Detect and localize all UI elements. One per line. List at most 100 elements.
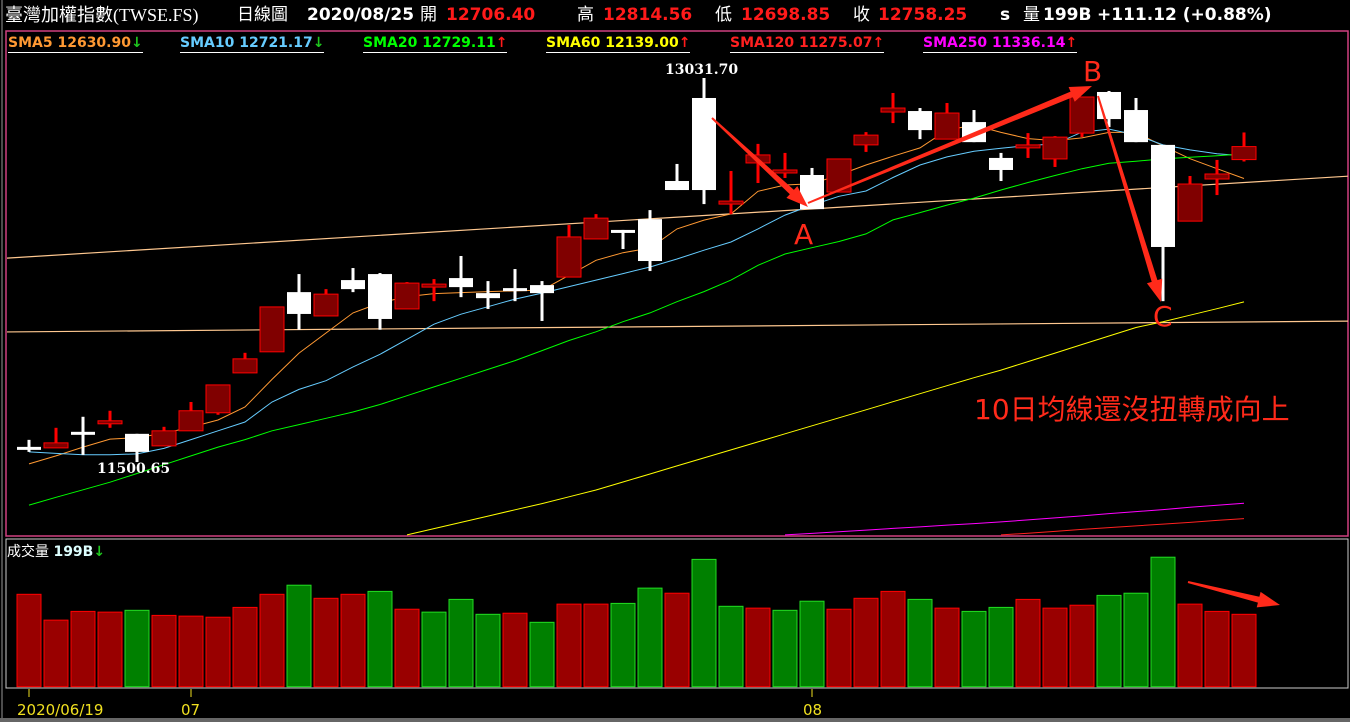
arrow-annotation	[1097, 95, 1163, 302]
ma-line-sma250	[784, 502, 1245, 536]
candle-body	[341, 280, 365, 290]
volume-bar	[178, 615, 204, 688]
candle-body	[421, 283, 447, 288]
volume-bar	[934, 607, 960, 688]
volume-bar	[853, 597, 879, 688]
legend-sma60: SMA60 12139.00↑	[546, 35, 691, 53]
volume-bar	[907, 598, 933, 688]
legend-name: SMA20	[363, 35, 418, 51]
volume-bar	[367, 590, 393, 688]
candle-body	[718, 200, 744, 205]
volume-bar	[799, 600, 825, 688]
candle-body	[611, 229, 635, 233]
candle-body	[368, 274, 392, 319]
arrow-up-icon: ↑	[678, 35, 691, 51]
legend-value: 11275.07	[798, 35, 873, 51]
volume-bar	[664, 592, 690, 688]
arrow-annotation	[711, 117, 808, 207]
candle-body	[71, 431, 95, 435]
candle-body	[205, 384, 231, 414]
legend-value: 11336.14	[991, 35, 1066, 51]
volume-bar	[205, 616, 231, 688]
volume-bar	[1177, 603, 1203, 688]
arrow-annotation	[807, 86, 1092, 204]
volume-bar	[826, 608, 852, 688]
volume-bar	[529, 621, 555, 688]
candle-body	[151, 430, 177, 447]
candle-body	[1015, 144, 1041, 149]
volume-bar	[43, 619, 69, 688]
legend-value: 12721.17	[239, 35, 313, 51]
volume-bar	[610, 602, 636, 688]
volume-bar	[286, 584, 312, 688]
candle-wick	[459, 256, 463, 298]
volume-bar	[1015, 598, 1041, 688]
volume-bar	[1069, 604, 1095, 688]
candle-body	[638, 219, 662, 262]
volume-bar	[556, 603, 582, 688]
annotation-a: A	[794, 218, 814, 251]
volume-bar	[988, 606, 1014, 688]
close-label: 收	[853, 5, 870, 25]
candle-body	[503, 288, 527, 292]
legend-sma5: SMA5 12630.90↓	[8, 35, 143, 53]
candle-body	[692, 97, 716, 191]
legend-sma120: SMA120 11275.07↑	[730, 35, 885, 53]
volume-bar	[583, 603, 609, 688]
volume-label: 量	[1023, 5, 1040, 25]
volume-panel-frame	[5, 538, 1349, 689]
candle-body	[1069, 96, 1095, 134]
candle-body	[880, 107, 906, 113]
instrument-name: 臺灣加權指數(TWSE.FS)	[5, 5, 199, 25]
volume-bar	[232, 606, 258, 688]
candle-body	[853, 134, 879, 146]
low-value: 12698.85	[741, 5, 831, 25]
candle-body	[989, 157, 1013, 170]
candle-body	[772, 169, 798, 174]
legend-value: 12139.00	[605, 35, 679, 51]
candle-body	[530, 285, 554, 294]
legend-value: 12729.11	[422, 35, 496, 51]
open-value: 12706.40	[446, 5, 536, 25]
close-suffix: s	[1000, 5, 1011, 25]
volume-bar	[70, 610, 96, 688]
legend-name: SMA250	[923, 35, 988, 51]
arrow-up-icon: ↑	[1065, 35, 1078, 51]
volume-bar	[313, 597, 339, 688]
volume-bar	[1150, 556, 1176, 688]
candle-body	[1204, 173, 1230, 180]
volume-bar	[1231, 613, 1257, 688]
candle-body	[232, 358, 258, 374]
volume-bar	[421, 611, 447, 688]
candle-body	[908, 111, 932, 131]
horizontal-scrollbar[interactable]	[0, 718, 1350, 722]
volume-bar	[772, 609, 798, 688]
legend-sma10: SMA10 12721.17↓	[180, 35, 325, 53]
annotation-b: B	[1083, 55, 1103, 88]
candle-wick	[27, 439, 31, 452]
candle-body	[287, 292, 311, 314]
volume-bar	[124, 609, 150, 688]
candle-body	[665, 181, 689, 191]
candle-body	[1231, 146, 1257, 161]
candle-wick	[675, 163, 679, 191]
candle-body	[1177, 183, 1203, 222]
ma-line-sma60	[406, 301, 1245, 536]
legend-value: 12630.90	[57, 35, 131, 51]
candle-body	[476, 293, 500, 299]
volume-bar	[691, 558, 717, 688]
volume-bar	[1042, 607, 1068, 688]
candle-body	[259, 306, 285, 353]
low-label: 低	[715, 5, 732, 25]
legend-name: SMA120	[730, 35, 795, 51]
volume-current: 199B	[53, 544, 94, 560]
volume-bar	[880, 590, 906, 688]
volume-bar	[151, 614, 177, 688]
high-price-label: 13031.70	[665, 62, 739, 78]
candle-wick	[540, 281, 544, 321]
trendline	[6, 320, 1349, 333]
volume-bar	[448, 598, 474, 688]
period-label: 日線圖	[237, 5, 288, 25]
candle-body	[178, 410, 204, 432]
